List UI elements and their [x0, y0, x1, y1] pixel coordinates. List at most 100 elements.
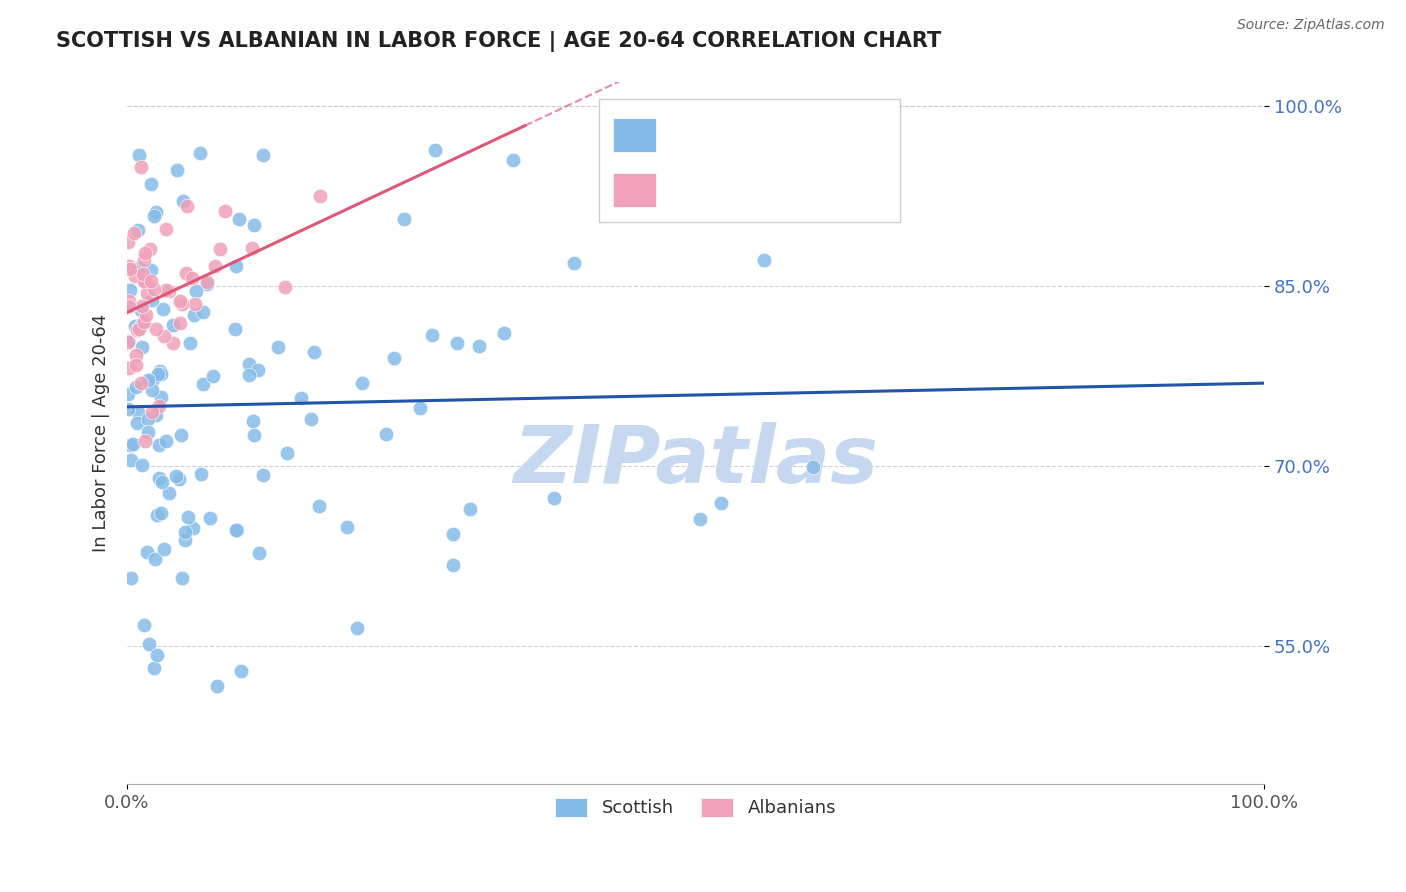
Point: [153, 541, 176, 556]
Point: [134, 618, 156, 632]
Point: [117, 402, 139, 417]
Point: [149, 368, 172, 382]
Point: [710, 496, 733, 510]
Point: [117, 300, 139, 314]
Point: [176, 198, 198, 212]
Point: [136, 425, 159, 439]
Point: [238, 368, 260, 382]
Point: [136, 411, 159, 425]
Point: [157, 485, 180, 500]
Point: [136, 373, 159, 387]
Point: [425, 143, 447, 157]
Point: [224, 322, 246, 336]
Point: [131, 268, 153, 282]
Point: [170, 428, 193, 442]
Point: [170, 570, 193, 584]
Point: [246, 363, 269, 377]
Point: [145, 322, 167, 336]
Point: [336, 520, 359, 534]
Point: [267, 340, 290, 354]
Point: [174, 266, 197, 280]
Point: [243, 218, 266, 232]
Point: [117, 335, 139, 350]
Point: [304, 345, 326, 359]
Point: [120, 453, 142, 467]
Point: [118, 262, 141, 277]
Point: [225, 523, 247, 537]
Point: [134, 434, 156, 448]
Point: [135, 308, 157, 322]
Point: [132, 315, 155, 329]
Point: [143, 552, 166, 566]
Point: [243, 427, 266, 442]
Point: [382, 351, 405, 366]
Point: [181, 270, 204, 285]
Point: [198, 511, 221, 525]
Point: [141, 383, 163, 397]
Point: [195, 276, 218, 290]
Point: [141, 293, 163, 308]
Point: [240, 241, 263, 255]
Point: [146, 367, 169, 381]
Point: [174, 533, 197, 547]
Point: [146, 508, 169, 523]
Legend: Scottish, Albanians: Scottish, Albanians: [547, 791, 844, 824]
Point: [276, 445, 298, 459]
Point: [290, 391, 312, 405]
Point: [228, 211, 250, 226]
Point: [149, 506, 172, 520]
Point: [169, 294, 191, 309]
Point: [179, 336, 201, 351]
Point: [122, 437, 145, 451]
Point: [202, 369, 225, 384]
Point: [191, 305, 214, 319]
Point: [127, 405, 149, 419]
Point: [138, 638, 160, 652]
Point: [183, 308, 205, 322]
Point: [148, 399, 170, 413]
Point: [120, 438, 142, 452]
Text: R = 0.100: R = 0.100: [669, 127, 759, 145]
Point: [238, 357, 260, 371]
Point: [124, 268, 146, 283]
Point: [131, 340, 153, 354]
FancyBboxPatch shape: [613, 173, 655, 207]
Point: [346, 621, 368, 635]
Point: [446, 335, 468, 350]
Point: [118, 299, 141, 313]
Point: [458, 501, 481, 516]
Point: [214, 204, 236, 219]
Point: [127, 222, 149, 236]
Point: [131, 458, 153, 472]
Point: [148, 438, 170, 452]
Point: [752, 253, 775, 268]
Point: [562, 255, 585, 269]
Point: [191, 377, 214, 392]
Point: [141, 263, 163, 277]
Point: [308, 189, 330, 203]
Point: [148, 364, 170, 378]
Point: [128, 261, 150, 276]
Point: [247, 546, 270, 560]
Point: [172, 297, 194, 311]
Point: [173, 525, 195, 540]
Text: SCOTTISH VS ALBANIAN IN LABOR FORCE | AGE 20-64 CORRELATION CHART: SCOTTISH VS ALBANIAN IN LABOR FORCE | AG…: [56, 31, 942, 53]
Point: [145, 408, 167, 422]
Point: [184, 284, 207, 298]
Point: [131, 161, 153, 175]
Text: Source: ZipAtlas.com: Source: ZipAtlas.com: [1237, 18, 1385, 32]
Point: [155, 434, 177, 448]
Point: [132, 252, 155, 267]
Text: N =  51: N = 51: [810, 181, 877, 199]
Point: [801, 459, 824, 474]
Point: [127, 416, 149, 430]
Point: [492, 326, 515, 340]
Point: [143, 209, 166, 223]
Point: [441, 527, 464, 541]
Point: [190, 467, 212, 481]
Point: [128, 322, 150, 336]
Point: [150, 475, 173, 490]
Point: [242, 414, 264, 428]
Point: [145, 205, 167, 219]
Point: [273, 280, 295, 294]
